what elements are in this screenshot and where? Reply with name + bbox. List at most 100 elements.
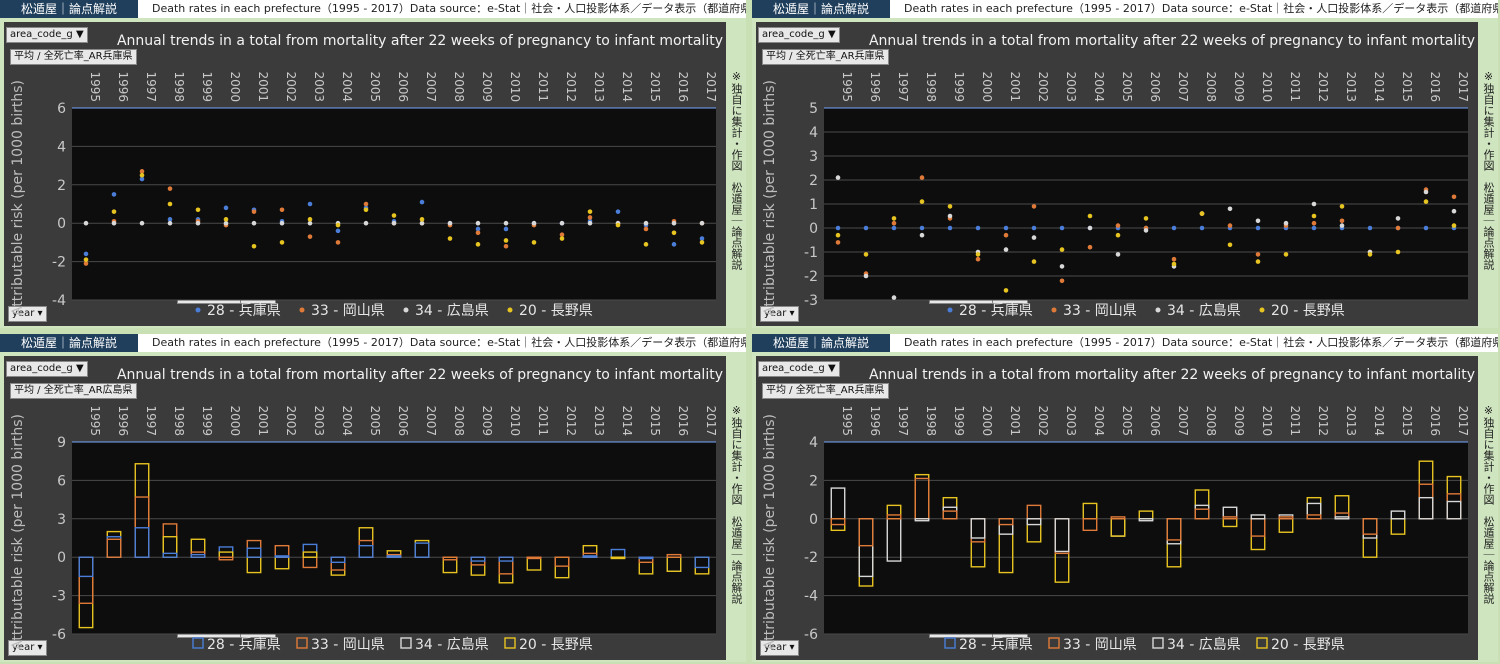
bar-segment [386, 555, 402, 558]
data-point [699, 240, 705, 245]
y-tick-label: 4 [809, 435, 818, 451]
data-point [1339, 223, 1345, 228]
chart-panel-2: 松遁屋｜論点解説 Death rates in each prefecture（1… [752, 0, 1498, 328]
data-point [1255, 259, 1261, 264]
x-tick-label: 2009 [1232, 71, 1246, 102]
y-tick-label: -2 [804, 269, 818, 285]
data-point [1311, 201, 1317, 207]
brand-label[interactable]: 松遁屋｜論点解説 [752, 334, 890, 352]
x-tick-label: 1996 [116, 405, 130, 436]
year-filter[interactable]: year ▾ [8, 640, 47, 656]
x-tick-label: 1997 [896, 405, 910, 436]
x-tick-label: 2015 [1400, 71, 1414, 102]
x-tick-label: 2001 [256, 71, 270, 102]
year-filter[interactable]: year ▾ [8, 306, 47, 322]
y-tick-label: -4 [52, 293, 66, 309]
x-tick-label: 2001 [1008, 405, 1022, 436]
legend-marker [1259, 307, 1265, 313]
area-code-g-filter[interactable]: area_code_g ▼ [758, 361, 840, 377]
data-point [919, 199, 925, 204]
data-point [279, 207, 285, 213]
area-code-g-filter[interactable]: area_code_g ▼ [758, 27, 840, 43]
data-point [559, 232, 565, 238]
data-point [1395, 216, 1401, 221]
page-header: 松遁屋｜論点解説 Death rates in each prefecture（1… [752, 0, 1498, 18]
x-tick-label: 2003 [312, 71, 326, 102]
x-tick-label: 1995 [840, 71, 854, 102]
page-header: 松遁屋｜論点解説 Death rates in each prefecture（1… [752, 334, 1498, 352]
bar-segment [1418, 496, 1434, 520]
chart-svg: -6 -4 -2 0 2 4 1995 1996 1997 1998 1999 2000 2001 200… [762, 405, 1470, 653]
x-tick-label: 2017 [1456, 405, 1470, 436]
data-point [1227, 223, 1233, 228]
y-tick-label: 6 [57, 473, 66, 489]
filter-funnel-icon: ▼ [72, 29, 84, 40]
bar-segment [970, 518, 986, 539]
x-tick-label: 2013 [1344, 405, 1358, 436]
data-point [111, 192, 117, 197]
y-axis-label: Attributable risk (per 1000 births) [762, 80, 778, 316]
area-code-g-filter[interactable]: area_code_g ▼ [6, 27, 88, 43]
data-point [111, 209, 117, 214]
x-tick-label: 1996 [868, 71, 882, 102]
bar-segment [1194, 508, 1210, 520]
chart-panel-1: 松遁屋｜論点解説 Death rates in each prefecture（1… [0, 0, 746, 328]
x-tick-label: 2006 [1148, 405, 1162, 436]
x-tick-label: 2011 [536, 405, 550, 436]
x-tick-label: 1998 [924, 71, 938, 102]
data-point [835, 232, 841, 238]
area-code-g-filter[interactable]: area_code_g ▼ [6, 361, 88, 377]
data-point [559, 236, 565, 241]
brand-label[interactable]: 松遁屋｜論点解説 [0, 334, 138, 352]
data-point [503, 226, 509, 232]
bar-segment [1446, 500, 1462, 520]
bar-segment [554, 556, 570, 567]
header-subtitle: Death rates in each prefecture（1995 - 20… [152, 336, 746, 349]
data-point [835, 175, 841, 180]
chart-title: Annual trends in a total from mortality … [868, 367, 1475, 383]
y-tick-label: -2 [804, 550, 818, 566]
filter-funnel-icon: ▼ [72, 363, 84, 374]
year-filter[interactable]: year ▾ [760, 306, 799, 322]
x-tick-label: 2005 [368, 405, 382, 436]
x-tick-label: 2001 [256, 405, 270, 436]
legend-marker [1048, 637, 1060, 649]
x-tick-label: 2002 [284, 71, 298, 102]
x-tick-label: 2003 [312, 405, 326, 436]
legend-label: 28 - 兵庫県 [207, 302, 281, 319]
x-tick-label: 2002 [1036, 405, 1050, 436]
bar-segment [246, 547, 262, 558]
data-point [475, 230, 481, 236]
data-point [419, 199, 425, 205]
legend-label: 28 - 兵庫県 [959, 302, 1033, 319]
measure-badge: 平均 / 全死亡率_AR兵庫県 [762, 49, 889, 65]
legend-label: 20 - 長野県 [519, 303, 593, 319]
y-tick-label: 4 [809, 125, 818, 141]
page-header: 松遁屋｜論点解説 Death rates in each prefecture（1… [0, 0, 746, 18]
data-point [195, 207, 201, 213]
y-tick-label: -6 [52, 627, 66, 643]
legend-label: 33 - 岡山県 [1063, 637, 1137, 653]
data-point [1031, 204, 1037, 209]
data-point [167, 217, 173, 222]
y-tick-label: 0 [57, 550, 66, 566]
data-point [391, 213, 397, 218]
x-tick-label: 2010 [1260, 405, 1274, 436]
year-filter[interactable]: year ▾ [760, 640, 799, 656]
y-tick-label: 2 [809, 473, 818, 489]
side-note: ※独自に集計・作図 松遁屋｜論点解説 [1482, 404, 1495, 604]
x-tick-label: 1996 [116, 71, 130, 102]
x-tick-label: 2014 [620, 71, 634, 102]
legend-marker [944, 637, 956, 649]
bar-segment [1138, 518, 1154, 522]
x-tick-label: 2007 [1176, 405, 1190, 436]
legend-label: 34 - 広島県 [1167, 637, 1241, 653]
data-point [671, 230, 677, 236]
data-point [1311, 225, 1317, 231]
data-point [139, 176, 145, 182]
data-point [975, 256, 981, 262]
data-point [363, 201, 369, 207]
data-point [279, 240, 285, 245]
brand-label[interactable]: 松遁屋｜論点解説 [0, 0, 138, 18]
brand-label[interactable]: 松遁屋｜論点解説 [752, 0, 890, 18]
